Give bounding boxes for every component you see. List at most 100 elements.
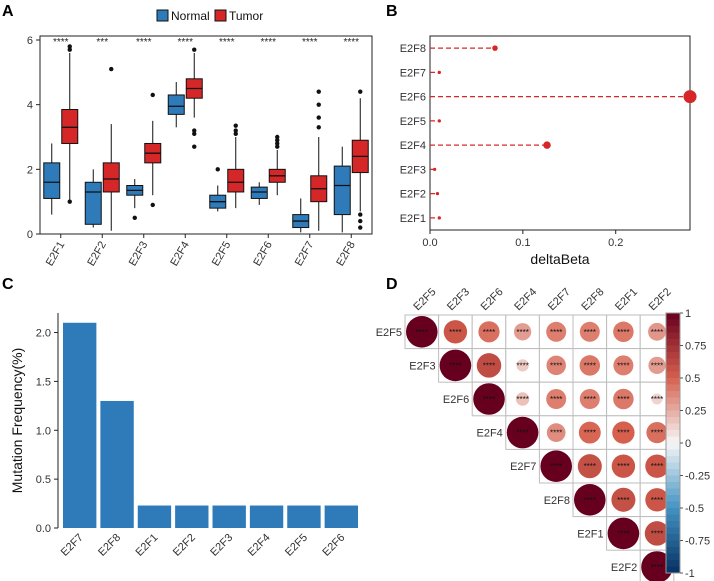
correlation-circle bbox=[546, 355, 566, 376]
legend-swatch-tumor bbox=[214, 9, 227, 22]
significance-label: **** bbox=[53, 37, 69, 48]
correlation-circle bbox=[443, 320, 468, 344]
box-normal bbox=[167, 94, 185, 115]
box-tumor bbox=[102, 162, 120, 193]
correlation-circle bbox=[406, 316, 438, 348]
cell-significance: **** bbox=[651, 563, 663, 572]
row-label: E2F3 bbox=[409, 360, 435, 372]
colorbar-segment bbox=[666, 462, 680, 470]
cell-significance: **** bbox=[584, 361, 596, 370]
y-tick-label: 0.0 bbox=[36, 523, 51, 535]
colorbar-segment bbox=[666, 534, 680, 541]
x-tick-label: E2F8 bbox=[334, 240, 358, 269]
x-tick-label: E2F6 bbox=[251, 240, 275, 269]
correlation-circle bbox=[516, 359, 529, 372]
correlation-circle bbox=[611, 454, 636, 478]
colorbar-segment bbox=[666, 547, 680, 554]
x-tick-label: E2F4 bbox=[246, 532, 273, 559]
outlier-point bbox=[233, 131, 238, 136]
outlier-point bbox=[192, 144, 197, 149]
x-tick-label: E2F7 bbox=[59, 532, 86, 559]
cell-significance: **** bbox=[617, 429, 629, 438]
column-label: E2F4 bbox=[512, 286, 539, 313]
box-normal bbox=[333, 165, 351, 216]
box-tumor bbox=[61, 109, 79, 144]
cell-significance: **** bbox=[651, 529, 663, 538]
significance-label: **** bbox=[302, 37, 318, 48]
colorbar-segment bbox=[666, 482, 680, 489]
significance-label: **** bbox=[219, 37, 235, 48]
plot-frame bbox=[429, 35, 691, 231]
significance-label: **** bbox=[136, 37, 152, 48]
cell-significance: **** bbox=[617, 462, 629, 471]
colorbar-tick-label: -1 bbox=[685, 568, 695, 580]
x-tick-label: 0.2 bbox=[608, 237, 623, 249]
lollipop-point bbox=[683, 90, 697, 104]
outlier-point bbox=[316, 102, 321, 107]
y-tick-label: 4 bbox=[27, 100, 33, 112]
colorbar-segment bbox=[666, 384, 680, 392]
cell-significance: **** bbox=[584, 496, 596, 505]
box-normal bbox=[250, 186, 268, 199]
x-tick-label: E2F1 bbox=[44, 240, 68, 269]
correlation-circle bbox=[613, 321, 634, 343]
colorbar-segment bbox=[666, 514, 680, 522]
correlation-circle bbox=[506, 416, 539, 449]
y-category-label: E2F3 bbox=[400, 164, 426, 176]
colorbar-segment bbox=[666, 319, 680, 327]
legend-label: Tumor bbox=[229, 9, 263, 23]
correlation-circle bbox=[546, 321, 567, 342]
cell-significance: **** bbox=[651, 395, 663, 404]
cell-significance: **** bbox=[516, 361, 528, 370]
y-category-label: E2F6 bbox=[400, 92, 426, 104]
y-category-label: E2F4 bbox=[400, 140, 426, 152]
column-label: E2F1 bbox=[613, 286, 640, 313]
panel-c-barchart: 0.0 0.5 1.0 1.5 2.0 E2F7 E2F8 E2F1 E2F2 E2F3 E2F4 E… bbox=[9, 313, 358, 559]
correlation-circle bbox=[613, 355, 634, 376]
colorbar-segment bbox=[666, 469, 680, 476]
outlier-point bbox=[358, 89, 363, 94]
y-tick-label: 6 bbox=[27, 35, 33, 47]
correlation-circle bbox=[612, 421, 635, 444]
x-tick-label: E2F4 bbox=[168, 240, 192, 269]
box-normal bbox=[43, 162, 61, 199]
colorbar-segment bbox=[666, 339, 680, 346]
correlation-circle bbox=[651, 393, 663, 405]
correlation-circle bbox=[645, 488, 669, 512]
row-label: E2F1 bbox=[577, 528, 603, 540]
colorbar-segment bbox=[666, 313, 680, 320]
outlier-point bbox=[233, 128, 238, 133]
outlier-point bbox=[67, 199, 72, 204]
outlier-point bbox=[192, 131, 197, 136]
row-label: E2F5 bbox=[376, 327, 402, 339]
panel-label-a: A bbox=[2, 3, 14, 20]
bar-e2f1 bbox=[137, 505, 172, 528]
row-label: E2F8 bbox=[544, 495, 570, 507]
correlation-circle bbox=[607, 517, 640, 550]
outlier-point bbox=[192, 47, 197, 52]
outlier-point bbox=[233, 123, 238, 128]
row-label: E2F6 bbox=[443, 394, 469, 406]
bar-e2f7 bbox=[63, 322, 97, 528]
significance-label: **** bbox=[177, 37, 193, 48]
x-tick-label: 0.1 bbox=[515, 237, 530, 249]
cell-significance: **** bbox=[584, 328, 596, 337]
cell-significance: **** bbox=[483, 395, 495, 404]
y-tick-label: 2.0 bbox=[36, 328, 51, 340]
cell-significance: **** bbox=[449, 361, 461, 370]
outlier-point bbox=[67, 44, 72, 49]
y-tick-label: 2 bbox=[27, 164, 33, 176]
cell-significance: **** bbox=[617, 361, 629, 370]
correlation-circle bbox=[473, 383, 505, 415]
panel-a-boxplot: 0 2 4 6 E2F1 **** E2F2 *** E2F3 **** E2F4 **** E2F5 *… bbox=[27, 9, 373, 269]
correlation-circle bbox=[546, 423, 566, 442]
outlier-point bbox=[67, 47, 72, 52]
colorbar-segment bbox=[666, 371, 680, 379]
colorbar-segment bbox=[666, 443, 680, 450]
y-category-label: E2F7 bbox=[400, 67, 426, 79]
y-tick-label: 1.0 bbox=[36, 425, 51, 437]
lollipop-point bbox=[433, 167, 437, 171]
colorbar-tick-label: 0.25 bbox=[685, 406, 706, 418]
correlation-circle bbox=[579, 321, 600, 342]
